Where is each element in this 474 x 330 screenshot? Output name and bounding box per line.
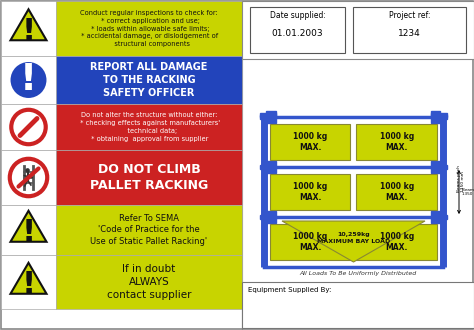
FancyBboxPatch shape xyxy=(356,224,437,260)
Text: !: ! xyxy=(21,17,36,46)
Bar xyxy=(56,104,242,150)
Text: DO NOT CLIMB
PALLET RACKING: DO NOT CLIMB PALLET RACKING xyxy=(90,163,208,192)
Bar xyxy=(56,150,242,205)
Text: 1234: 1234 xyxy=(398,28,421,38)
Bar xyxy=(439,165,447,169)
Bar xyxy=(431,113,440,117)
Bar xyxy=(1,56,56,104)
Text: !: ! xyxy=(21,270,36,299)
Bar xyxy=(260,165,268,169)
FancyBboxPatch shape xyxy=(356,124,437,160)
Text: Conduct regular inspections to check for:
 * correct application and use;
 * loa: Conduct regular inspections to check for… xyxy=(80,10,219,47)
Text: Beams pitch
1350 mm: Beams pitch 1350 mm xyxy=(462,188,474,196)
FancyBboxPatch shape xyxy=(356,174,437,210)
Bar xyxy=(1,150,56,205)
Bar xyxy=(56,205,242,255)
Bar xyxy=(56,255,242,309)
Bar xyxy=(431,111,440,123)
Bar xyxy=(266,111,276,123)
Bar xyxy=(439,113,447,117)
Polygon shape xyxy=(282,221,425,262)
Bar xyxy=(266,211,276,223)
Text: Beams pitch
1350 mm: Beams pitch 1350 mm xyxy=(457,165,465,192)
Bar xyxy=(1,1,56,56)
Bar xyxy=(242,282,474,328)
Bar xyxy=(242,1,474,59)
Bar xyxy=(1,255,56,309)
Text: If in doubt
ALWAYS
contact supplier: If in doubt ALWAYS contact supplier xyxy=(107,264,191,300)
Text: 1000 kg
MAX.: 1000 kg MAX. xyxy=(293,132,328,152)
Bar xyxy=(439,215,447,219)
Text: 1000 kg
MAX.: 1000 kg MAX. xyxy=(293,182,328,202)
Circle shape xyxy=(25,168,30,173)
Text: Project ref:: Project ref: xyxy=(389,12,430,20)
Circle shape xyxy=(10,159,47,196)
Polygon shape xyxy=(10,9,46,40)
FancyBboxPatch shape xyxy=(270,174,350,210)
Text: !: ! xyxy=(21,218,36,247)
Text: 1000 kg
MAX.: 1000 kg MAX. xyxy=(380,132,414,152)
Polygon shape xyxy=(10,211,46,242)
Bar xyxy=(266,161,276,173)
FancyBboxPatch shape xyxy=(270,124,350,160)
Circle shape xyxy=(10,62,46,98)
Bar xyxy=(260,113,268,117)
Text: 1000 kg
MAX.: 1000 kg MAX. xyxy=(293,232,328,252)
Bar xyxy=(260,215,268,219)
Bar xyxy=(431,211,440,223)
Text: Date supplied:: Date supplied: xyxy=(270,12,326,20)
Text: !: ! xyxy=(20,61,37,98)
Bar xyxy=(439,115,447,119)
Text: REPORT ALL DAMAGE
TO THE RACKING
SAFETY OFFICER: REPORT ALL DAMAGE TO THE RACKING SAFETY … xyxy=(91,62,208,98)
Bar xyxy=(431,161,440,173)
Bar xyxy=(56,1,242,56)
Bar xyxy=(260,115,268,119)
Text: 01.01.2003: 01.01.2003 xyxy=(272,28,323,38)
Bar xyxy=(1,104,56,150)
Bar xyxy=(266,113,276,117)
Polygon shape xyxy=(10,263,46,294)
Circle shape xyxy=(11,110,46,144)
Bar xyxy=(56,56,242,104)
Text: 10,259kg
MAXIMUM BAY LOAD: 10,259kg MAXIMUM BAY LOAD xyxy=(317,232,390,244)
Bar xyxy=(250,7,345,53)
Text: Refer To SEMA
'Code of Practice for the
Use of Static Pallet Racking': Refer To SEMA 'Code of Practice for the … xyxy=(91,214,208,246)
Text: Do not alter the structure without either:
 * checking effects against manufactu: Do not alter the structure without eithe… xyxy=(78,113,220,142)
Text: Equipment Supplied By:: Equipment Supplied By: xyxy=(248,287,331,293)
Bar xyxy=(1,205,56,255)
Bar xyxy=(353,7,466,53)
Text: All Loads To Be Uniformly Distributed: All Loads To Be Uniformly Distributed xyxy=(300,272,417,277)
Text: 1000 kg
MAX.: 1000 kg MAX. xyxy=(380,232,414,252)
FancyBboxPatch shape xyxy=(270,224,350,260)
Text: 1000 kg
MAX.: 1000 kg MAX. xyxy=(380,182,414,202)
